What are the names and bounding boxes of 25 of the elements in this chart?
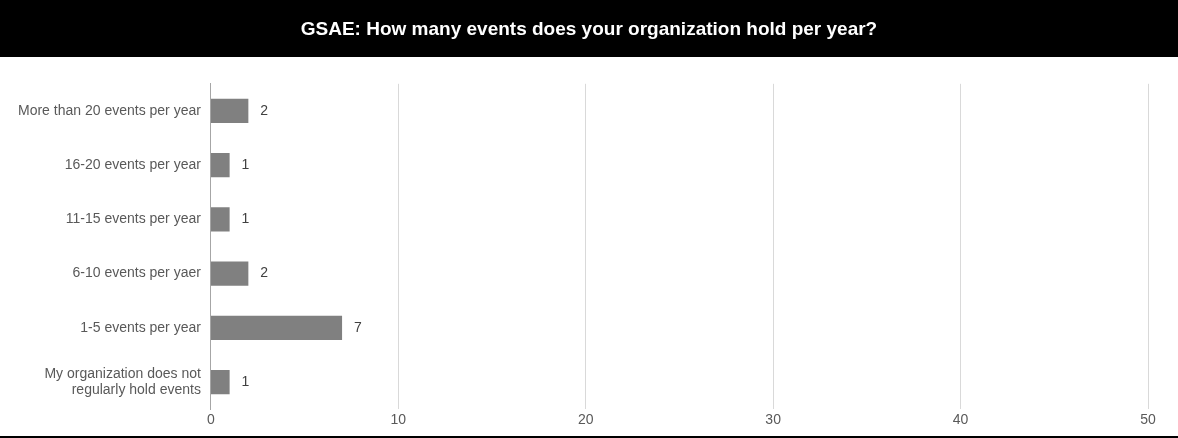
y-tick-label: 6-10 events per yaer: [72, 264, 202, 281]
y-tick-label: My organization does not regularly hold events: [44, 364, 201, 398]
bar: [210, 315, 343, 341]
data-label: 2: [260, 264, 269, 281]
data-label: 1: [241, 372, 250, 389]
bar: [210, 207, 230, 232]
x-tick-label: 10: [390, 411, 407, 428]
y-tick-label: 11-15 events per year: [65, 210, 202, 227]
y-tick-label: More than 20 events per year: [17, 101, 202, 118]
y-tick-label: 1-5 events per year: [80, 318, 202, 335]
y-tick-label: 16-20 events per year: [64, 156, 202, 173]
x-tick-label: 30: [765, 411, 782, 428]
chart-title: GSAE: How many events does your organization hold per year?: [0, 0, 1178, 57]
data-label: 7: [354, 318, 363, 335]
bar: [210, 152, 230, 178]
x-tick-label: 20: [577, 411, 594, 428]
x-tick-label: 40: [952, 411, 969, 428]
x-tick-label: 0: [206, 411, 215, 428]
bar: [210, 369, 230, 395]
data-label: 1: [241, 156, 250, 173]
data-label: 2: [260, 101, 269, 118]
bar: [210, 261, 249, 286]
x-tick-label: 50: [1140, 411, 1156, 428]
bar: [210, 98, 249, 124]
data-label: 1: [241, 210, 250, 227]
